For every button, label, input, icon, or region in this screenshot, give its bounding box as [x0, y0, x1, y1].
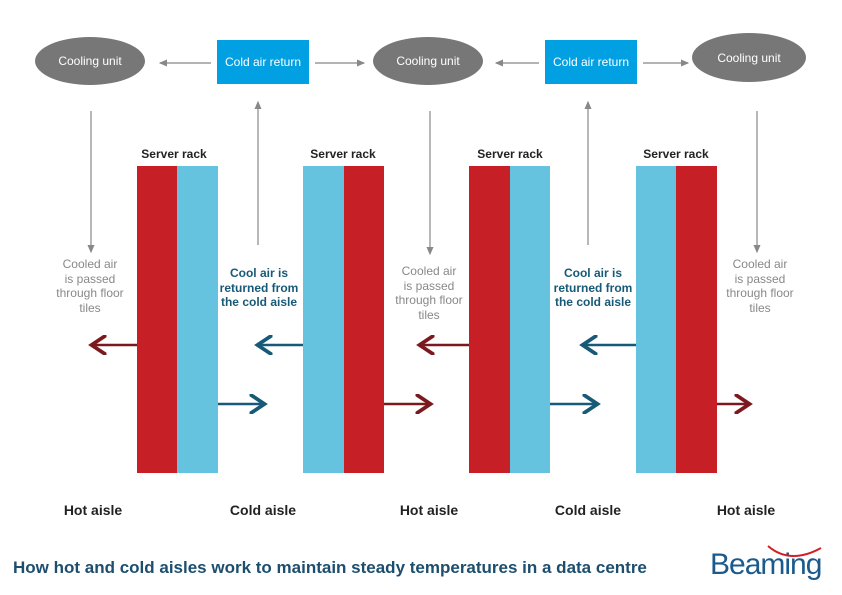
cooled-air-note-1: Cooled air is passed through floor tiles: [56, 257, 124, 315]
aisle-label-1: Hot aisle: [63, 502, 123, 518]
cooling-unit-label: Cooling unit: [58, 54, 122, 68]
cold-air-return-2: Cold air return: [545, 40, 637, 84]
server-rack-label-4: Server rack: [643, 147, 709, 161]
cooling-unit-3: Cooling unit: [692, 33, 806, 82]
cold-air-return-label: Cold air return: [552, 55, 630, 69]
rack-1-cold-side: [177, 166, 218, 473]
rack-4-cold-side: [636, 166, 676, 473]
server-rack-label-3: Server rack: [477, 147, 543, 161]
cooling-unit-1: Cooling unit: [35, 37, 145, 85]
aisle-label-3: Hot aisle: [399, 502, 459, 518]
cooling-unit-label: Cooling unit: [717, 50, 781, 65]
rack-2-hot-side: [344, 166, 384, 473]
cooled-air-note-2: Cooled air is passed through floor tiles: [395, 264, 463, 322]
caption: How hot and cold aisles work to maintain…: [13, 558, 647, 577]
beaming-logo: Beaming: [710, 548, 822, 581]
aisle-label-4: Cold aisle: [554, 502, 622, 518]
cold-air-return-label: Cold air return: [224, 55, 302, 69]
rack-3-cold-side: [510, 166, 550, 473]
rack-3-hot-side: [469, 166, 510, 473]
aisle-label-5: Hot aisle: [716, 502, 776, 518]
cold-air-return-1: Cold air return: [217, 40, 309, 84]
rack-4-hot-side: [676, 166, 717, 473]
cool-air-return-note-2: Cool air is returned from the cold aisle: [553, 266, 633, 309]
aisle-label-2: Cold aisle: [229, 502, 297, 518]
server-rack-label-2: Server rack: [310, 147, 376, 161]
cooling-unit-2: Cooling unit: [373, 37, 483, 85]
cool-air-return-note-1: Cool air is returned from the cold aisle: [219, 266, 299, 309]
cooling-unit-label: Cooling unit: [396, 54, 460, 68]
cooled-air-note-3: Cooled air is passed through floor tiles: [726, 257, 794, 315]
rack-1-hot-side: [137, 166, 178, 473]
rack-2-cold-side: [303, 166, 344, 473]
server-rack-label-1: Server rack: [141, 147, 207, 161]
